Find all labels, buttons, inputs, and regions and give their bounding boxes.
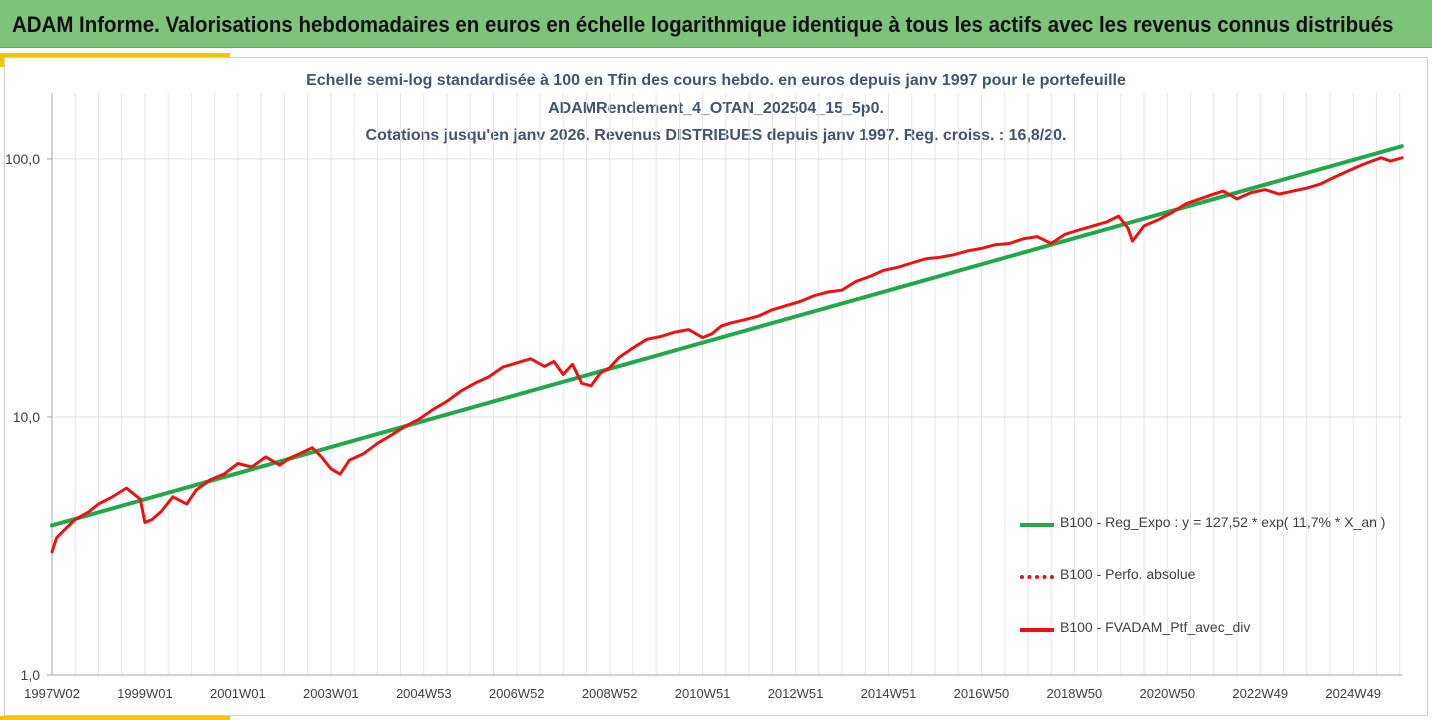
chart-title-line-3: Cotations jusqu'en janv 2026. Revenus DI… [365, 127, 1067, 144]
x-tick-label: 2022W49 [1232, 686, 1288, 701]
legend-label-regression: B100 - Reg_Expo : y = 127,52 * exp( 11,7… [1060, 514, 1386, 530]
series-lines [50, 144, 1404, 554]
chart-title-line-2: ADAMRendement_4_OTAN_202504_15_5p0. [548, 100, 884, 117]
x-tick-label: 1999W01 [117, 686, 173, 701]
x-tick-label: 1997W02 [24, 686, 80, 701]
x-tick-label: 2020W50 [1139, 686, 1195, 701]
x-tick-label: 2003W01 [303, 686, 359, 701]
chart-title-line-1: Echelle semi-log standardisée à 100 en T… [306, 72, 1126, 89]
y-tick-label: 10,0 [13, 409, 40, 425]
legend-swatch-regression [1020, 523, 1054, 527]
y-tick-label: 1,0 [21, 667, 41, 683]
x-tick-label: 2004W53 [396, 686, 452, 701]
x-tick-label: 2012W51 [768, 686, 824, 701]
accent-bar-top [0, 53, 230, 57]
legend-swatch-portfolio [1020, 628, 1054, 632]
y-tick-label: 100,0 [5, 151, 40, 167]
accent-bar-top-vertical [0, 53, 4, 67]
grid [51, 93, 1402, 676]
legend-label-perfo-absolue: B100 - Perfo. absolue [1060, 566, 1196, 582]
x-tick-label: 2024W49 [1325, 686, 1381, 701]
x-tick-label: 2016W50 [954, 686, 1010, 701]
series-line-portfolio [50, 156, 1404, 554]
banner-title: ADAM Informe. Valorisations hebdomadaire… [12, 12, 1394, 37]
x-tick-label: 2001W01 [210, 686, 266, 701]
chart-frame [4, 57, 1428, 716]
legend-label-portfolio: B100 - FVADAM_Ptf_avec_div [1060, 619, 1251, 635]
x-tick-label: 2006W52 [489, 686, 545, 701]
series-line-regression [50, 144, 1404, 528]
x-tick-label: 2008W52 [582, 686, 638, 701]
x-tick-label: 2014W51 [861, 686, 917, 701]
x-tick-label: 2010W51 [675, 686, 731, 701]
accent-bar-bottom [0, 716, 230, 720]
title-banner: ADAM Informe. Valorisations hebdomadaire… [0, 0, 1432, 48]
legend-swatch-perfo-absolue [1020, 575, 1054, 579]
x-tick-label: 2018W50 [1047, 686, 1103, 701]
axes: 1,0 10,0 100,0 1997W02 1999W01 2001W01 2003W01… [5, 93, 1402, 701]
